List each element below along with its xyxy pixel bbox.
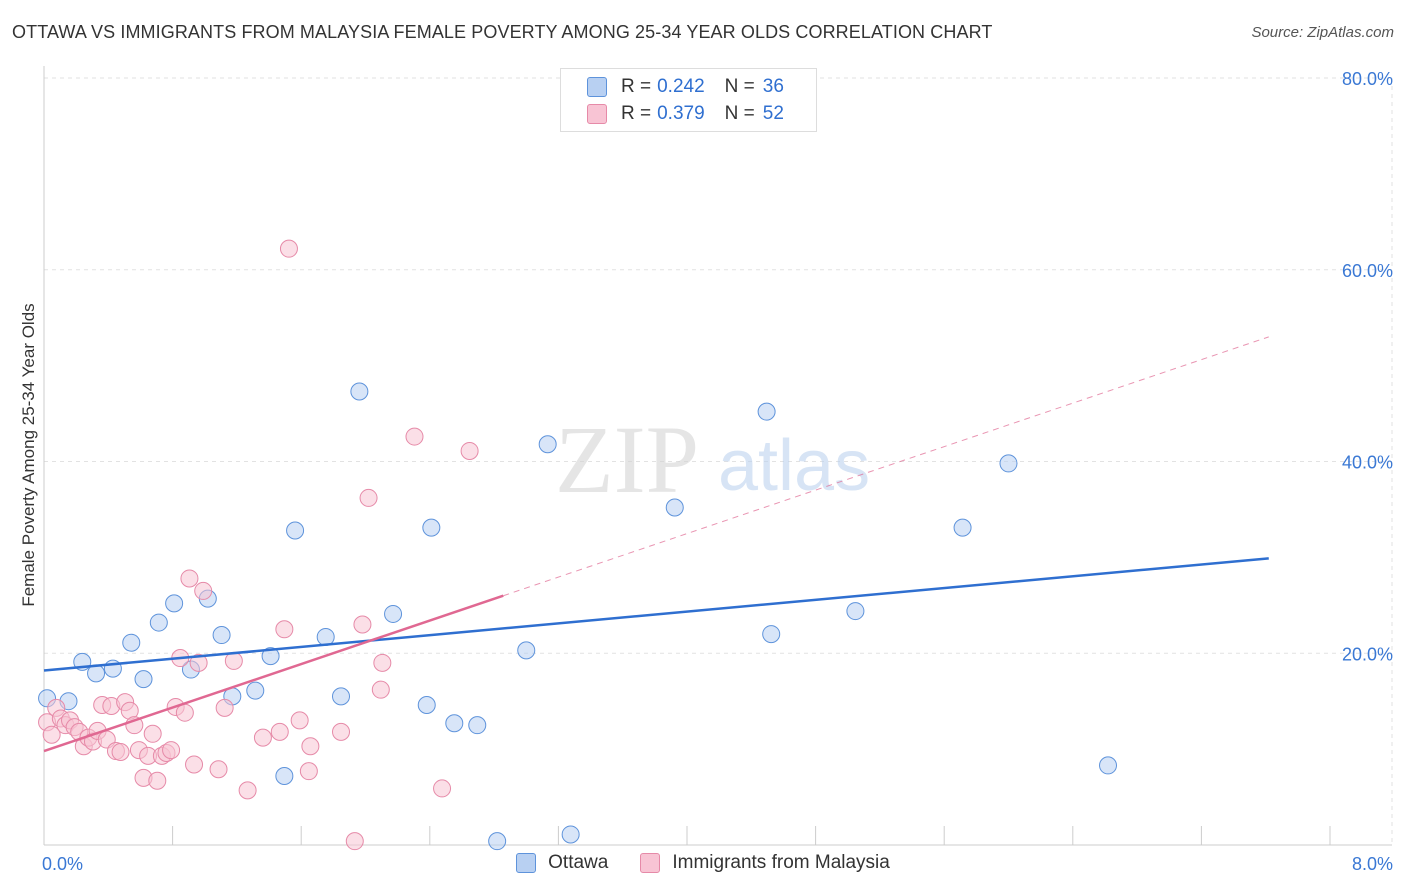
malaysia-point[interactable]: [209, 760, 228, 779]
malaysia-point[interactable]: [359, 488, 378, 507]
y-tick-label: 60.0%: [1342, 261, 1393, 281]
ottawa-n-label: N =: [724, 76, 755, 97]
malaysia-point[interactable]: [162, 741, 181, 760]
data-points: [38, 239, 1118, 851]
legend-item-malaysia[interactable]: Immigrants from Malaysia: [640, 852, 890, 874]
ottawa-point[interactable]: [134, 670, 153, 689]
malaysia-point[interactable]: [332, 722, 351, 741]
legend-ottawa-swatch: [516, 853, 537, 873]
ottawa-point[interactable]: [445, 714, 464, 733]
malaysia-point[interactable]: [371, 680, 390, 699]
ottawa-point[interactable]: [561, 825, 580, 844]
malaysia-point[interactable]: [345, 832, 364, 851]
ottawa-swatch: [587, 77, 607, 97]
ottawa-n-value: 36: [762, 76, 784, 97]
ottawa-point[interactable]: [212, 626, 231, 645]
malaysia-point[interactable]: [275, 620, 294, 639]
malaysia-r-label: R =: [621, 103, 652, 124]
watermark: ZIP atlas: [555, 406, 870, 513]
ottawa-point[interactable]: [517, 641, 536, 660]
ottawa-point[interactable]: [350, 382, 369, 401]
ottawa-trend-line: [43, 557, 1269, 672]
ottawa-point[interactable]: [999, 454, 1018, 473]
stats-legend: R = 0.242 N = 36 R = 0.379 N = 52: [560, 68, 817, 132]
watermark-zip: ZIP: [555, 406, 699, 513]
malaysia-point[interactable]: [299, 762, 318, 781]
malaysia-point[interactable]: [215, 698, 234, 717]
ottawa-point[interactable]: [417, 696, 436, 715]
malaysia-point[interactable]: [290, 711, 309, 730]
y-tick-label: 80.0%: [1342, 69, 1393, 89]
ottawa-point[interactable]: [757, 402, 776, 421]
malaysia-point[interactable]: [185, 755, 204, 774]
ottawa-point[interactable]: [538, 435, 557, 454]
malaysia-point[interactable]: [253, 728, 272, 747]
tick-labels: 20.0% 40.0% 60.0% 80.0% 0.0% 8.0%: [42, 69, 1393, 874]
malaysia-point[interactable]: [353, 615, 372, 634]
malaysia-n-value: 52: [762, 103, 784, 124]
malaysia-point[interactable]: [460, 441, 479, 460]
malaysia-point[interactable]: [148, 771, 167, 790]
malaysia-point[interactable]: [194, 581, 213, 600]
malaysia-point[interactable]: [373, 653, 392, 672]
malaysia-point[interactable]: [270, 722, 289, 741]
ottawa-point[interactable]: [846, 602, 865, 621]
malaysia-point[interactable]: [42, 725, 61, 744]
ottawa-point[interactable]: [422, 518, 441, 537]
malaysia-point[interactable]: [180, 569, 199, 588]
ottawa-point[interactable]: [122, 633, 141, 652]
malaysia-point[interactable]: [433, 779, 452, 798]
ottawa-point[interactable]: [286, 521, 305, 540]
ottawa-point[interactable]: [762, 625, 781, 644]
ottawa-r-value: 0.242: [657, 76, 705, 97]
malaysia-point[interactable]: [279, 239, 298, 258]
malaysia-point[interactable]: [301, 737, 320, 756]
ottawa-r-label: R =: [621, 76, 652, 97]
x-tick-label: 8.0%: [1352, 854, 1393, 874]
y-tick-label: 40.0%: [1342, 453, 1393, 473]
malaysia-n-label: N =: [724, 103, 755, 124]
ottawa-point[interactable]: [275, 766, 294, 785]
trend-lines: [43, 336, 1269, 753]
legend-ottawa-label: Ottawa: [548, 852, 609, 873]
malaysia-swatch: [587, 104, 607, 124]
ottawa-point[interactable]: [149, 613, 168, 632]
ottawa-point[interactable]: [246, 681, 265, 700]
ottawa-point[interactable]: [953, 518, 972, 537]
malaysia-point[interactable]: [224, 651, 243, 670]
malaysia-trend-line: [43, 594, 504, 753]
chart-title: OTTAWA VS IMMIGRANTS FROM MALAYSIA FEMAL…: [12, 22, 993, 42]
ottawa-point[interactable]: [332, 687, 351, 706]
watermark-atlas: atlas: [718, 426, 870, 506]
series-legend: Ottawa Immigrants from Malaysia: [0, 852, 1406, 874]
legend-item-ottawa[interactable]: Ottawa: [516, 852, 608, 874]
ottawa-point[interactable]: [261, 647, 280, 666]
malaysia-point[interactable]: [238, 781, 257, 800]
malaysia-trend-line-extension: [503, 336, 1269, 597]
ottawa-point[interactable]: [1099, 756, 1118, 775]
ottawa-point[interactable]: [488, 832, 507, 851]
ottawa-point[interactable]: [665, 498, 684, 517]
ottawa-point[interactable]: [468, 716, 487, 735]
source-credit: Source: ZipAtlas.com: [1251, 24, 1394, 41]
y-axis-label: Female Poverty Among 25-34 Year Olds: [19, 303, 38, 606]
ottawa-point[interactable]: [316, 627, 335, 646]
malaysia-r-value: 0.379: [657, 103, 705, 124]
y-tick-label: 20.0%: [1342, 644, 1393, 664]
legend-malaysia-swatch: [640, 853, 661, 873]
malaysia-point[interactable]: [405, 427, 424, 446]
x-tick-label: 0.0%: [42, 854, 83, 874]
ottawa-point[interactable]: [165, 594, 184, 613]
ottawa-point[interactable]: [384, 604, 403, 623]
malaysia-point[interactable]: [189, 653, 208, 672]
malaysia-point[interactable]: [143, 724, 162, 743]
legend-malaysia-label: Immigrants from Malaysia: [672, 852, 890, 873]
stats-row-ottawa: R = 0.242 N = 36: [587, 75, 784, 99]
stats-row-malaysia: R = 0.379 N = 52: [587, 102, 784, 126]
malaysia-point[interactable]: [111, 743, 130, 762]
